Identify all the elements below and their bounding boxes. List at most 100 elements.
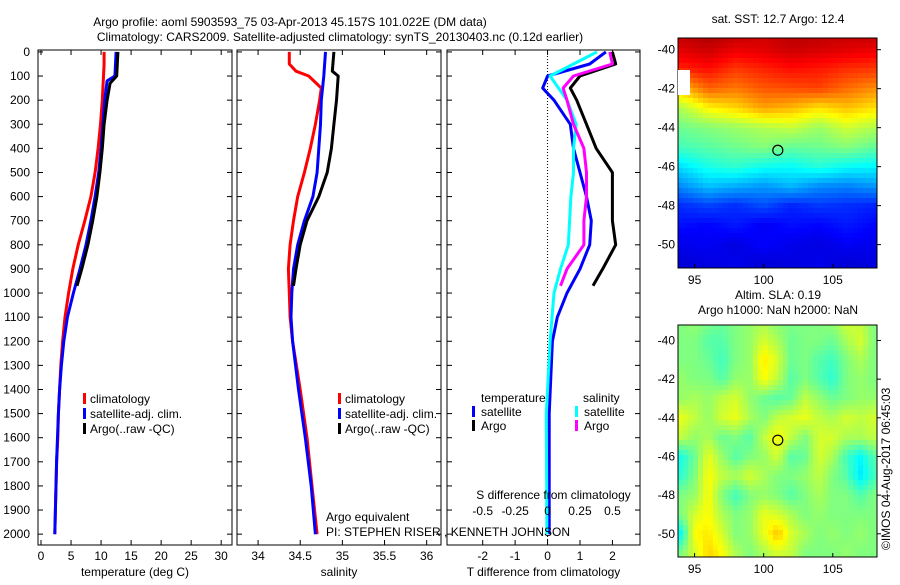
map-cell (728, 500, 733, 505)
legend-header-salinity: salinity (583, 391, 620, 405)
map-cell (843, 420, 848, 425)
map-cell (678, 178, 683, 183)
map-cell (768, 243, 773, 248)
map-cell (798, 63, 803, 68)
map-cell (758, 148, 763, 153)
map-cell (863, 525, 868, 530)
map-cell (873, 103, 877, 108)
map-cell (833, 415, 838, 420)
map-cell (833, 83, 838, 88)
map-cell (848, 515, 853, 520)
map-cell (868, 148, 873, 153)
x-tick-label: 25 (184, 549, 198, 563)
map-cell (713, 330, 718, 335)
map-cell (868, 133, 873, 138)
map-cell (838, 335, 843, 340)
map-cell (868, 103, 873, 108)
map-cell (718, 248, 723, 253)
map-cell (853, 173, 858, 178)
map-cell (678, 400, 683, 405)
map-cell (833, 158, 838, 163)
map-cell (823, 153, 828, 158)
map-cell (733, 238, 738, 243)
map-cell (703, 355, 708, 360)
map-cell (843, 520, 848, 525)
map-cell (803, 375, 808, 380)
map-cell (848, 153, 853, 158)
map-cell (768, 450, 773, 455)
map-cell (833, 470, 838, 475)
map-cell (818, 535, 823, 540)
map-cell (833, 475, 838, 480)
map-cell (798, 213, 803, 218)
map-cell (848, 490, 853, 495)
map-cell (808, 455, 813, 460)
map-cell (873, 128, 877, 133)
map-cell (708, 425, 713, 430)
map-cell (868, 198, 873, 203)
map-cell (773, 325, 778, 330)
map-cell (763, 385, 768, 390)
argo-location-marker (772, 434, 784, 446)
map-cell (768, 193, 773, 198)
map-cell (728, 515, 733, 520)
map-cell (813, 325, 818, 330)
map-cell (723, 520, 728, 525)
map-cell (683, 485, 688, 490)
map-cell (818, 198, 823, 203)
map-cell (708, 350, 713, 355)
map-cell (753, 173, 758, 178)
map-cell (818, 530, 823, 535)
map-cell (753, 465, 758, 470)
map-cell (738, 133, 743, 138)
map-cell (808, 480, 813, 485)
map-cell (828, 450, 833, 455)
map-cell (693, 550, 698, 555)
map-cell (693, 163, 698, 168)
map-cell (823, 243, 828, 248)
map-cell (708, 168, 713, 173)
map-cell (748, 73, 753, 78)
map-cell (853, 183, 858, 188)
map-cell (823, 330, 828, 335)
map-cell (868, 78, 873, 83)
map-cell (848, 58, 853, 63)
map-cell (713, 465, 718, 470)
map-cell (863, 138, 868, 143)
map-cell (793, 38, 798, 43)
map-cell (688, 520, 693, 525)
map-cell (698, 178, 703, 183)
map-cell (853, 78, 858, 83)
map-cell (793, 480, 798, 485)
map-cell (788, 48, 793, 53)
map-cell (798, 410, 803, 415)
map-cell (753, 470, 758, 475)
map-cell (758, 405, 763, 410)
map-cell (853, 213, 858, 218)
map-cell (758, 355, 763, 360)
map-cell (773, 445, 778, 450)
map-cell (688, 410, 693, 415)
map-cell (698, 465, 703, 470)
map-cell (693, 440, 698, 445)
map-cell (838, 535, 843, 540)
map-cell (793, 198, 798, 203)
map-cell (713, 510, 718, 515)
map-cell (743, 345, 748, 350)
map-cell (803, 123, 808, 128)
map-cell (743, 153, 748, 158)
map-cell (778, 243, 783, 248)
map-cell (853, 263, 858, 268)
map-cell (813, 530, 818, 535)
map-cell (783, 485, 788, 490)
map-cell (848, 480, 853, 485)
map-cell (843, 88, 848, 93)
map-cell (683, 440, 688, 445)
map-cell (693, 425, 698, 430)
map-cell (818, 330, 823, 335)
map-cell (848, 198, 853, 203)
map-cell (703, 510, 708, 515)
map-cell (698, 480, 703, 485)
map-cell (708, 505, 713, 510)
map-cell (823, 148, 828, 153)
